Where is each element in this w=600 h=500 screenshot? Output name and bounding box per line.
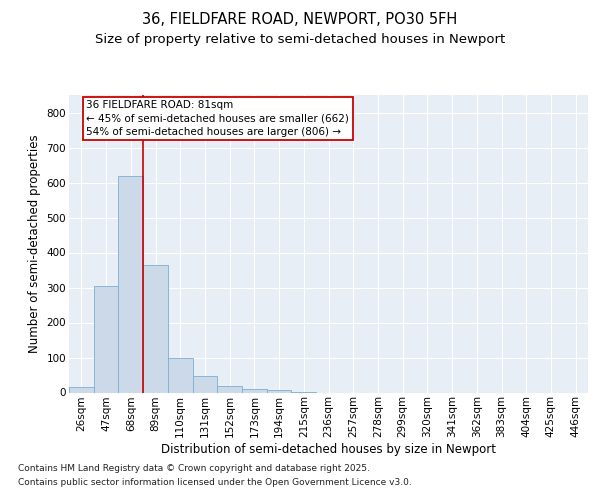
Text: 36, FIELDFARE ROAD, NEWPORT, PO30 5FH: 36, FIELDFARE ROAD, NEWPORT, PO30 5FH (142, 12, 458, 28)
Bar (94, 286, 118, 393)
Bar (118, 176, 143, 392)
X-axis label: Distribution of semi-detached houses by size in Newport: Distribution of semi-detached houses by … (161, 443, 496, 456)
Bar (267, 390, 292, 392)
Text: 36 FIELDFARE ROAD: 81sqm
← 45% of semi-detached houses are smaller (662)
54% of : 36 FIELDFARE ROAD: 81sqm ← 45% of semi-d… (86, 100, 349, 136)
Bar (143, 265, 168, 392)
Bar (242, 389, 267, 392)
Bar (168, 358, 193, 392)
Text: Contains public sector information licensed under the Open Government Licence v3: Contains public sector information licen… (18, 478, 412, 487)
Y-axis label: Number of semi-detached properties: Number of semi-detached properties (28, 134, 41, 353)
Text: Contains HM Land Registry data © Crown copyright and database right 2025.: Contains HM Land Registry data © Crown c… (18, 464, 370, 473)
Bar (217, 386, 242, 392)
Bar (193, 376, 217, 392)
Bar (69, 387, 94, 392)
Text: Size of property relative to semi-detached houses in Newport: Size of property relative to semi-detach… (95, 32, 505, 46)
